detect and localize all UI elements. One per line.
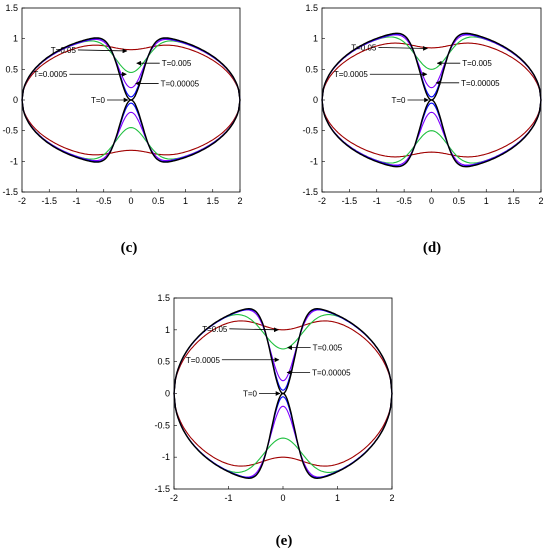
y-tick-label: 1.5 (305, 3, 318, 13)
annotation-arrow (77, 48, 128, 54)
y-tick-label: -0.5 (154, 420, 170, 430)
y-tick-label: -1.5 (2, 187, 18, 197)
x-tick-label: 1 (484, 196, 489, 206)
y-tick-label: -0.5 (2, 126, 18, 136)
x-tick-label: 1.5 (206, 196, 219, 206)
y-tick-label: 1.5 (157, 293, 170, 303)
x-tick-label: 2 (237, 196, 242, 206)
x-tick-label: -1 (224, 493, 232, 503)
x-tick-label: 1 (183, 196, 188, 206)
annotation-label: T=0.0005 (186, 356, 221, 365)
annotation-label: T=0 (391, 96, 406, 105)
y-tick-label: -1.5 (154, 484, 170, 494)
series-t-0 (173, 307, 393, 480)
x-tick-label: -0.5 (96, 196, 112, 206)
y-tick-label: 1 (165, 325, 170, 335)
panel-0: -2 -1.5 -1 -0.5 0 0.5 1 1.5 21.510.50-0.5-1-1.5T… (2, 3, 242, 256)
panel-1: -2 -1.5 -1 -0.5 0 0.5 1 1.5 21.510.50-0.5-1-1.5T… (302, 3, 543, 256)
x-tick-label: -1.5 (41, 196, 57, 206)
annotation-label: T=0.00005 (312, 368, 351, 377)
x-tick-label: 0.5 (453, 196, 466, 206)
y-tick-label: 0 (13, 95, 18, 105)
annotation-arrow (229, 327, 279, 333)
annotation-label: T=0 (91, 96, 106, 105)
x-tick-label: -2 (318, 196, 326, 206)
annotation-label: T=0.05 (202, 325, 228, 334)
panel-2: -2 -1 0 1 2 1.5 1 0.5 0 -0.5 -1 -1.5 T=0.05 T=0.005 T=… (154, 293, 394, 549)
annotation-label: T=0 (243, 390, 258, 399)
y-tick-label: 1 (313, 34, 318, 44)
y-tick-label: -1.5 (302, 187, 318, 197)
annotation-label: T=0.05 (351, 43, 377, 52)
x-tick-label: 2 (538, 196, 543, 206)
x-tick-label: -1 (72, 196, 80, 206)
series-t-0 (321, 32, 542, 168)
series-t-0 (21, 37, 241, 163)
x-tick-label: -0.5 (396, 196, 412, 206)
panel-caption: (c) (121, 240, 138, 256)
annotation-label: T=0.005 (462, 59, 492, 68)
x-tick-label: 0.5 (152, 196, 165, 206)
annotation-arrow (378, 45, 428, 51)
x-tick-label: 1 (335, 493, 340, 503)
panel-caption: (d) (423, 240, 441, 256)
x-tick-label: -1.5 (342, 196, 358, 206)
y-tick-label: -1 (162, 452, 170, 462)
annotation-label: T=0.0005 (334, 70, 369, 79)
annotation-label: T=0.00005 (161, 79, 200, 88)
x-tick-label: 0 (128, 196, 133, 206)
annotation-label: T=0.0005 (33, 70, 68, 79)
y-tick-label: 0 (313, 95, 318, 105)
x-tick-label: -1 (373, 196, 381, 206)
y-tick-label: 1.5 (5, 3, 18, 13)
annotation-label: T=0.005 (313, 344, 343, 353)
y-tick-label: -0.5 (302, 126, 318, 136)
y-tick-label: 1 (13, 34, 18, 44)
x-tick-label: -2 (170, 493, 178, 503)
panel-caption: (e) (276, 533, 293, 549)
annotation-label: T=0.00005 (461, 79, 500, 88)
x-tick-label: 1.5 (507, 196, 520, 206)
y-tick-label: 0.5 (305, 64, 318, 74)
y-tick-label: -1 (10, 156, 18, 166)
x-tick-label: -2 (18, 196, 26, 206)
y-tick-label: 0.5 (157, 357, 170, 367)
x-tick-label: 0 (280, 493, 285, 503)
x-tick-label: 0 (429, 196, 434, 206)
x-tick-label: 2 (389, 493, 394, 503)
y-tick-label: 0 (165, 389, 170, 399)
annotation-label: T=0.005 (162, 59, 192, 68)
annotation-label: T=0.05 (51, 46, 77, 55)
y-tick-label: -1 (310, 156, 318, 166)
y-tick-label: 0.5 (5, 64, 18, 74)
